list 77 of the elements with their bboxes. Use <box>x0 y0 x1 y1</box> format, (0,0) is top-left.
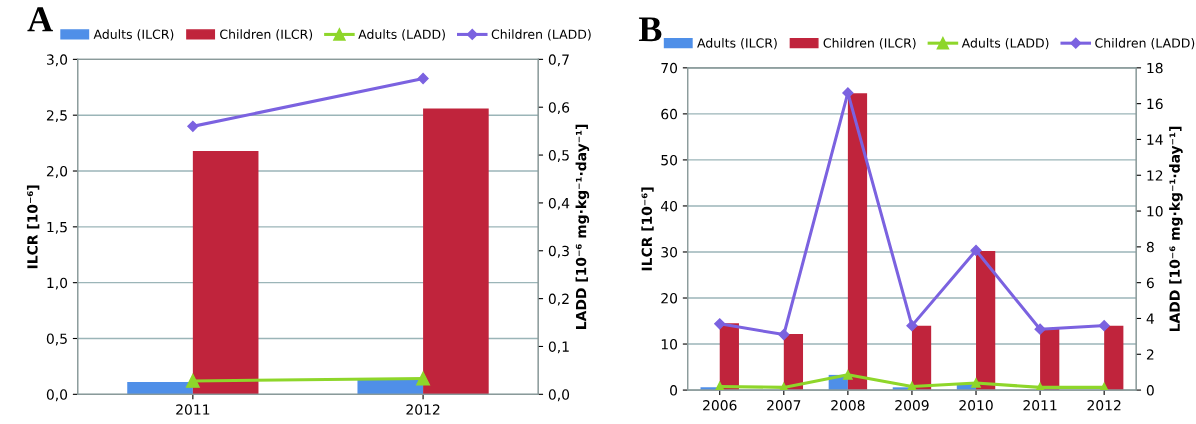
bar <box>1104 325 1124 391</box>
x-tick-label: 2009 <box>895 400 929 411</box>
point <box>843 370 853 380</box>
y2-tick-label: 14 <box>1147 134 1163 145</box>
y2-tick-label: 16 <box>1147 98 1163 110</box>
bar <box>192 150 259 395</box>
y2-tick-label: 0,7 <box>548 54 569 67</box>
y-tick-label: 1,0 <box>47 277 68 290</box>
y-tick-label: 3,0 <box>46 54 68 67</box>
point <box>417 72 429 85</box>
x-tick-label: 2010 <box>959 400 993 411</box>
y2-tick-label: 10 <box>1147 206 1163 217</box>
y-tick-label: 60 <box>661 108 678 120</box>
y2-tick-label: 0,2 <box>548 293 569 306</box>
point <box>971 378 981 388</box>
point <box>1098 320 1110 332</box>
x-tick-label: 2008 <box>831 400 865 411</box>
chart-title: B <box>638 17 662 42</box>
bar <box>911 325 932 391</box>
y2-axis-title: LADD [10⁻⁶ mg·kg⁻¹·day⁻¹] <box>1169 126 1183 332</box>
point <box>185 373 200 388</box>
legend-label: Children (ILCR) <box>823 38 916 50</box>
point <box>778 328 790 341</box>
bar <box>127 382 193 395</box>
y2-tick-label: 0,4 <box>548 197 570 210</box>
y-axis-title: ILCR [10⁻⁶] <box>641 187 654 271</box>
bar <box>976 251 996 391</box>
y2-tick-label: 0,5 <box>548 150 569 162</box>
y2-tick-label: 4 <box>1146 313 1154 324</box>
x-tick-label: 2011 <box>176 404 210 415</box>
point <box>970 244 982 257</box>
legend-label: Adults (LADD) <box>961 38 1049 50</box>
y-tick-label: 50 <box>661 154 678 166</box>
legend-label: Adults (LADD) <box>358 29 445 41</box>
x-tick-label: 2011 <box>1023 400 1057 411</box>
bar <box>423 108 489 395</box>
y2-tick-label: 12 <box>1147 170 1163 181</box>
y2-axis-title: LADD [10⁻⁶ mg·kg⁻¹·day⁻¹] <box>575 124 590 329</box>
chart-title: A <box>27 7 53 32</box>
legend-label: Adults (ILCR) <box>93 29 174 41</box>
y2-tick-label: 2 <box>1146 349 1154 360</box>
bar <box>847 93 868 391</box>
y-axis-title: ILCR [10⁻⁶] <box>26 185 40 269</box>
y-tick-label: 40 <box>660 200 678 212</box>
y-tick-label: 20 <box>661 292 678 304</box>
x-tick-label: 2006 <box>703 400 737 411</box>
x-tick-label: 2012 <box>1087 400 1121 411</box>
y-tick-label: 0,5 <box>46 333 67 346</box>
y2-tick-label: 8 <box>1146 241 1154 253</box>
point <box>416 371 431 386</box>
y-tick-label: 1,5 <box>47 221 67 234</box>
point <box>714 318 726 330</box>
point <box>714 381 725 391</box>
y2-tick-label: 0,1 <box>548 341 569 354</box>
x-tick-label: 2012 <box>406 404 440 415</box>
point <box>187 120 199 132</box>
y2-tick-label: 18 <box>1147 62 1163 74</box>
y-tick-label: 10 <box>661 339 678 350</box>
y2-tick-label: 0,3 <box>548 245 569 258</box>
y-tick-label: 70 <box>661 62 678 74</box>
y-tick-label: 2,5 <box>46 110 67 123</box>
point <box>1034 323 1046 335</box>
y-tick-label: 0 <box>670 385 678 396</box>
y-tick-label: 2,0 <box>46 165 68 178</box>
legend-label: Adults (ILCR) <box>697 38 777 50</box>
legend-label: Children (LADD) <box>1095 38 1195 50</box>
y2-tick-label: 6 <box>1146 277 1154 289</box>
x-tick-label: 2007 <box>767 400 801 411</box>
y-tick-label: 30 <box>661 246 678 258</box>
point <box>906 320 918 332</box>
y2-tick-label: 0,6 <box>548 102 570 115</box>
legend-label: Children (LADD) <box>491 29 591 41</box>
legend-label: Children (ILCR) <box>220 29 313 41</box>
y2-tick-label: 0,0 <box>548 389 570 402</box>
bar <box>357 379 424 395</box>
y2-tick-label: 0 <box>1146 385 1154 396</box>
y-tick-label: 0,0 <box>46 389 68 402</box>
